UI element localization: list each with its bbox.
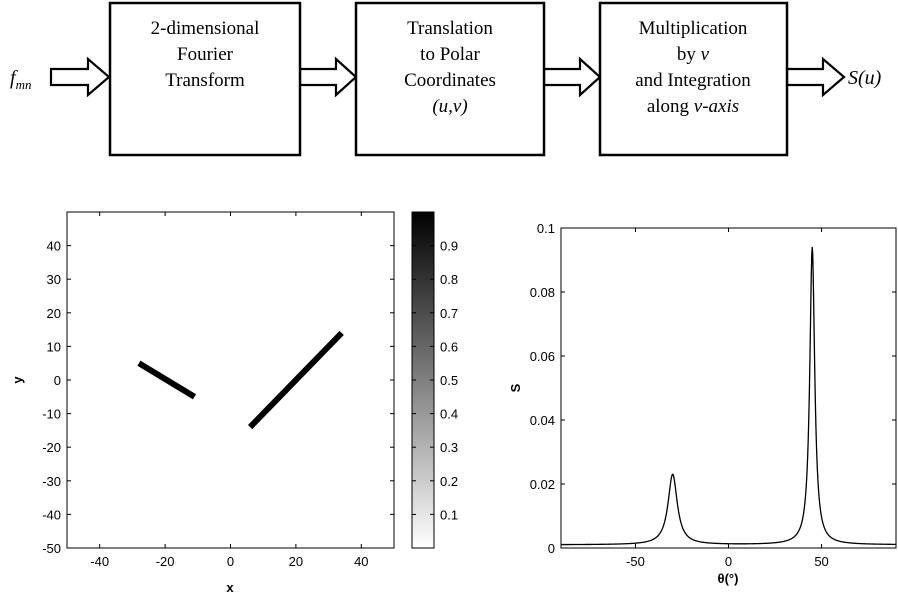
y-tick-label: 30	[47, 272, 61, 287]
image-plot-x-ticks: -40 -20 0 20 40	[90, 212, 369, 569]
colorbar-tick-label: 0.5	[440, 373, 458, 388]
x-tick-label: 50	[814, 554, 828, 569]
x-tick-label: 0	[227, 554, 234, 569]
flow-diagram: fmn 2-dimensional Fourier Transform Tran…	[10, 1, 882, 157]
colorbar-tick-label: 0.2	[440, 474, 458, 489]
box2-line4: (u,v)	[432, 96, 467, 117]
colorbar-tick-label: 0.6	[440, 339, 458, 354]
segment-2	[247, 330, 344, 430]
colorbar-tick-label: 0.7	[440, 306, 458, 321]
arrow-1-2	[298, 56, 358, 98]
box2-line2: to Polar	[420, 44, 480, 65]
y-tick-label: -20	[42, 440, 61, 455]
box2-line1: Translation	[407, 18, 493, 39]
line-plot: -50 0 50 0 0.02 0.04 0.06 0.08 0.1 θ(°) S	[508, 221, 897, 586]
colorbar: 0.1 0.2 0.3 0.4 0.5 0.6 0.7 0.8 0.9	[411, 211, 458, 549]
y-tick-label: -40	[42, 507, 61, 522]
colorbar-tick-label: 0.4	[440, 407, 458, 422]
x-tick-label: 20	[289, 554, 303, 569]
y-tick-label: 0.02	[530, 477, 555, 492]
y-tick-label: 10	[47, 339, 61, 354]
arrow-output	[785, 56, 846, 98]
box1-line1: 2-dimensional	[151, 18, 260, 39]
x-tick-label: 40	[354, 554, 368, 569]
y-tick-label: 0.06	[530, 349, 555, 364]
colorbar-tick-label: 0.3	[440, 440, 458, 455]
box1-line2: Fourier	[177, 44, 234, 65]
colorbar-ticks: 0.1 0.2 0.3 0.4 0.5 0.6 0.7 0.8 0.9	[412, 239, 458, 522]
image-plot: -40 -20 0 20 40 -50 -40 -30 -20 -10 0 10 20 30 40 x y	[10, 211, 395, 595]
box3-line4: along v-axis	[647, 96, 739, 117]
box2-line3: Coordinates	[404, 70, 496, 91]
y-tick-label: 0.1	[537, 221, 555, 236]
y-tick-label: 0.04	[530, 413, 555, 428]
box3-line2: by v	[677, 44, 710, 65]
box3-line1: Multiplication	[639, 18, 748, 39]
x-tick-label: 0	[725, 554, 732, 569]
y-tick-label: 0.08	[530, 285, 555, 300]
colorbar-tick-label: 0.8	[440, 272, 458, 287]
x-tick-label: -40	[90, 554, 109, 569]
arrow-2-3	[542, 56, 602, 98]
y-tick-label: -10	[42, 407, 61, 422]
box3-line3: and Integration	[635, 70, 751, 91]
image-plot-y-label: y	[10, 376, 25, 384]
line-plot-x-ticks: -50 0 50	[626, 228, 829, 569]
image-plot-frame	[66, 211, 395, 549]
y-tick-label: -30	[42, 474, 61, 489]
colorbar-tick-label: 0.1	[440, 507, 458, 522]
line-plot-frame	[560, 227, 897, 549]
colorbar-tick-label: 0.9	[440, 239, 458, 254]
box-polar-translation	[354, 1, 546, 157]
line-plot-y-label: S	[508, 383, 523, 392]
x-tick-label: -20	[156, 554, 175, 569]
box1-line3: Transform	[165, 70, 245, 91]
y-tick-label: 0	[54, 373, 61, 388]
line-plot-y-ticks: 0 0.02 0.04 0.06 0.08 0.1	[530, 221, 896, 556]
y-tick-label: 0	[548, 541, 555, 556]
image-plot-x-label: x	[226, 580, 234, 595]
line-plot-x-label: θ(°)	[718, 571, 739, 586]
output-label: S(u)	[848, 67, 882, 89]
image-plot-segments	[137, 330, 344, 430]
box-fourier-transform	[108, 1, 302, 157]
x-tick-label: -50	[626, 554, 645, 569]
input-label: fmn	[10, 67, 31, 92]
box-multiplication-integration	[598, 1, 789, 157]
segment-1	[137, 360, 197, 400]
line-plot-series	[561, 247, 896, 546]
y-tick-label: 20	[47, 306, 61, 321]
arrow-input	[49, 56, 111, 98]
y-tick-label: -50	[42, 541, 61, 556]
image-plot-y-ticks: -50 -40 -30 -20 -10 0 10 20 30 40	[42, 239, 394, 556]
y-tick-label: 40	[47, 239, 61, 254]
